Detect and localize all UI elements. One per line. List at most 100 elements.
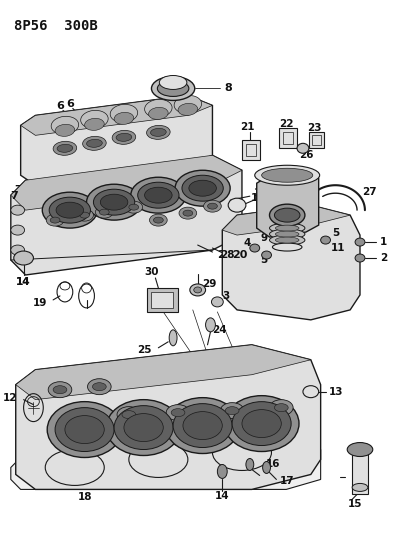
Bar xyxy=(351,449,367,495)
Ellipse shape xyxy=(95,206,113,218)
Ellipse shape xyxy=(114,112,134,124)
Ellipse shape xyxy=(175,170,230,206)
Text: 6: 6 xyxy=(56,101,64,111)
Text: 7: 7 xyxy=(14,185,22,195)
Ellipse shape xyxy=(178,103,197,116)
Ellipse shape xyxy=(55,124,75,136)
Ellipse shape xyxy=(87,379,111,394)
Polygon shape xyxy=(256,170,318,237)
Text: 18: 18 xyxy=(77,492,91,503)
Ellipse shape xyxy=(53,141,77,155)
Ellipse shape xyxy=(42,192,97,228)
Text: 8P56  300B: 8P56 300B xyxy=(14,19,97,33)
Text: 14: 14 xyxy=(16,277,31,287)
Ellipse shape xyxy=(112,131,136,144)
Ellipse shape xyxy=(51,116,79,134)
Ellipse shape xyxy=(346,442,372,456)
Ellipse shape xyxy=(129,204,138,210)
Ellipse shape xyxy=(228,198,245,212)
Ellipse shape xyxy=(116,133,132,141)
Ellipse shape xyxy=(86,139,102,147)
Ellipse shape xyxy=(169,330,176,346)
Ellipse shape xyxy=(75,209,93,221)
Text: 27: 27 xyxy=(362,187,376,197)
Ellipse shape xyxy=(354,254,364,262)
Ellipse shape xyxy=(261,168,312,182)
Ellipse shape xyxy=(47,402,122,457)
Ellipse shape xyxy=(55,408,114,451)
Ellipse shape xyxy=(211,297,223,307)
Ellipse shape xyxy=(92,383,106,391)
Ellipse shape xyxy=(275,225,298,231)
Ellipse shape xyxy=(182,411,222,440)
Text: 13: 13 xyxy=(253,188,267,198)
Ellipse shape xyxy=(262,462,270,473)
Ellipse shape xyxy=(320,236,330,244)
Ellipse shape xyxy=(231,402,290,446)
Ellipse shape xyxy=(217,464,227,479)
Polygon shape xyxy=(222,205,359,320)
Ellipse shape xyxy=(274,208,299,222)
Ellipse shape xyxy=(165,398,239,454)
Polygon shape xyxy=(20,95,212,135)
Ellipse shape xyxy=(174,95,201,114)
Ellipse shape xyxy=(117,407,140,423)
Ellipse shape xyxy=(269,400,292,416)
Ellipse shape xyxy=(274,403,288,411)
Ellipse shape xyxy=(193,287,201,293)
Ellipse shape xyxy=(50,217,60,223)
Bar xyxy=(241,140,259,160)
Ellipse shape xyxy=(56,202,83,218)
Ellipse shape xyxy=(130,177,185,213)
Ellipse shape xyxy=(249,244,259,252)
Polygon shape xyxy=(16,345,310,400)
Bar xyxy=(146,288,178,312)
Ellipse shape xyxy=(46,214,64,226)
Text: 8: 8 xyxy=(224,84,231,93)
Ellipse shape xyxy=(212,434,271,471)
Ellipse shape xyxy=(48,382,72,398)
Bar xyxy=(279,128,296,148)
Text: 20: 20 xyxy=(231,250,247,260)
Ellipse shape xyxy=(81,110,108,128)
Text: 24: 24 xyxy=(212,325,227,335)
Ellipse shape xyxy=(275,237,298,243)
Polygon shape xyxy=(11,434,320,489)
Bar xyxy=(283,132,292,144)
Ellipse shape xyxy=(100,194,128,210)
Text: 9: 9 xyxy=(259,233,267,243)
Ellipse shape xyxy=(110,104,137,123)
Text: 7: 7 xyxy=(10,191,18,201)
Polygon shape xyxy=(20,95,212,185)
Ellipse shape xyxy=(151,77,194,100)
Ellipse shape xyxy=(144,187,172,203)
Ellipse shape xyxy=(14,251,33,265)
Polygon shape xyxy=(222,205,349,235)
Ellipse shape xyxy=(86,184,141,220)
Text: 23: 23 xyxy=(307,123,321,133)
Ellipse shape xyxy=(203,200,221,212)
Ellipse shape xyxy=(65,416,104,443)
Ellipse shape xyxy=(125,201,142,213)
Ellipse shape xyxy=(106,400,180,456)
Ellipse shape xyxy=(93,189,134,215)
Text: 17: 17 xyxy=(279,477,293,487)
Text: 1: 1 xyxy=(379,237,386,247)
Ellipse shape xyxy=(157,80,188,96)
Ellipse shape xyxy=(11,225,24,235)
Ellipse shape xyxy=(178,207,196,219)
Text: 6: 6 xyxy=(66,100,73,109)
Text: 20: 20 xyxy=(217,250,232,260)
Ellipse shape xyxy=(269,235,304,245)
Text: 19: 19 xyxy=(33,298,47,308)
Polygon shape xyxy=(16,345,320,489)
Text: 2: 2 xyxy=(379,253,386,263)
Bar xyxy=(308,132,323,148)
Text: 13: 13 xyxy=(250,193,264,203)
Text: 14: 14 xyxy=(16,277,31,287)
Ellipse shape xyxy=(84,118,104,131)
Ellipse shape xyxy=(153,217,163,223)
Ellipse shape xyxy=(225,407,239,415)
Ellipse shape xyxy=(171,409,184,417)
Text: 5: 5 xyxy=(259,255,267,265)
